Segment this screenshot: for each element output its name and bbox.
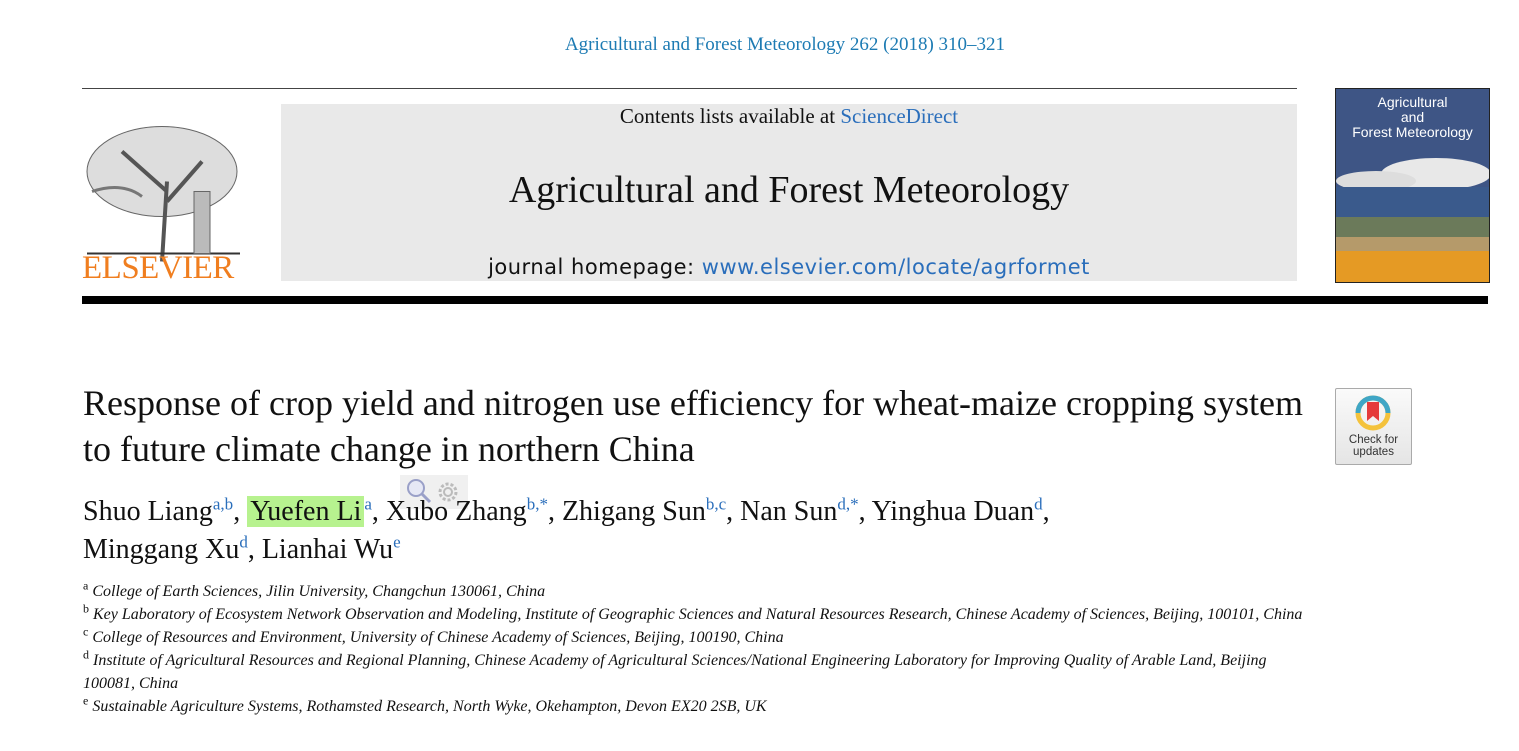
cover-line: Agricultural [1377, 94, 1448, 110]
elsevier-tree-logo [86, 126, 240, 262]
contents-prefix: Contents lists available at [619, 104, 836, 128]
article-title: Response of crop yield and nitrogen use … [83, 383, 1303, 469]
affiliation-text: Institute of Agricultural Resources and … [83, 652, 1267, 692]
crossmark-icon [1355, 395, 1391, 431]
affiliation-ref[interactable]: d, [837, 494, 851, 514]
affiliation-key: b [83, 601, 89, 616]
corresponding-author-mark[interactable]: * [539, 494, 548, 514]
affiliation-ref[interactable]: b,c [705, 494, 727, 514]
journal-citation[interactable]: Agricultural and Forest Meteorology 262 … [564, 34, 1006, 55]
elsevier-wordmark: ELSEVIER [82, 250, 234, 286]
homepage-link[interactable]: www.elsevier.com/locate/agrformet [701, 255, 1090, 279]
author-name[interactable]: Zhigang Sun [561, 496, 706, 527]
affiliation: c College of Resources and Environment, … [83, 626, 1313, 649]
author[interactable]: Yinghua Duand [872, 496, 1043, 527]
author-name[interactable]: Shuo Liang [83, 496, 213, 527]
author[interactable]: Shuo Lianga,b [83, 496, 233, 527]
affiliation-key: c [83, 624, 89, 639]
affiliation-text: College of Resources and Environment, Un… [92, 629, 784, 646]
affiliation-text: College of Earth Sciences, Jilin Univers… [92, 583, 546, 600]
journal-banner [281, 104, 1297, 281]
author-name-highlighted[interactable]: Yuefen Li [247, 496, 365, 527]
affiliation-ref[interactable]: d [239, 532, 248, 552]
affiliation-ref[interactable]: a [364, 494, 372, 514]
affiliations: a College of Earth Sciences, Jilin Unive… [83, 580, 1313, 718]
author[interactable]: Yuefen Li a [247, 496, 372, 527]
sciencedirect-link[interactable]: ScienceDirect [840, 104, 959, 128]
author[interactable]: Nan Sund,* [740, 496, 858, 527]
contents-line: Contents lists available at ScienceDirec… [281, 104, 1297, 129]
cover-title: Agricultural and Forest Meteorology [1336, 95, 1489, 140]
divider [82, 88, 1297, 89]
author[interactable]: Minggang Xud [83, 534, 248, 565]
lookup-toolbar [400, 475, 468, 509]
cover-line: and [1400, 109, 1425, 125]
author-name[interactable]: Lianhai Wu [261, 534, 394, 565]
affiliation-key: d [83, 647, 89, 662]
homepage-prefix: journal homepage: [488, 255, 695, 279]
header-rule [82, 296, 1488, 304]
affiliation-key: e [83, 693, 89, 708]
journal-title: Agricultural and Forest Meteorology [508, 169, 1070, 211]
affiliation: d Institute of Agricultural Resources an… [83, 649, 1313, 695]
gear-icon [438, 482, 458, 502]
affiliation: e Sustainable Agriculture Systems, Rotha… [83, 695, 1313, 718]
toolbar-icons [407, 479, 458, 504]
check-for-updates-button[interactable]: Check for updates [1335, 388, 1412, 465]
affiliation-text: Key Laboratory of Ecosystem Network Obse… [93, 606, 1303, 623]
cover-image [1336, 89, 1489, 282]
author[interactable]: Zhigang Sunb,c [562, 496, 726, 527]
affiliation: a College of Earth Sciences, Jilin Unive… [83, 580, 1313, 603]
affiliation: b Key Laboratory of Ecosystem Network Ob… [83, 603, 1313, 626]
affiliation-ref[interactable]: a,b [212, 494, 234, 514]
author-name[interactable]: Xubo Zhang [385, 496, 527, 527]
badge-line: updates [1353, 446, 1394, 458]
corresponding-author-mark[interactable]: * [850, 494, 859, 514]
homepage-line: journal homepage: www.elsevier.com/locat… [281, 255, 1297, 279]
cover-line: Forest Meteorology [1352, 124, 1473, 140]
affiliation-ref[interactable]: d [1034, 494, 1043, 514]
author-list: Shuo Lianga,b, Yuefen Li a, Xubo Zhangb,*… [83, 494, 1050, 565]
magnifier-icon [407, 479, 432, 504]
affiliation-key: a [83, 578, 89, 593]
author[interactable]: Lianhai Wue [262, 534, 401, 565]
badge-line: Check for [1348, 434, 1399, 446]
affiliation-text: Sustainable Agriculture Systems, Rothams… [92, 698, 767, 715]
author-name[interactable]: Minggang Xu [83, 534, 240, 565]
journal-cover[interactable]: Agricultural and Forest Meteorology [1335, 88, 1490, 283]
affiliation-ref[interactable]: b, [526, 494, 540, 514]
author-name[interactable]: Yinghua Duan [871, 496, 1035, 527]
author-name[interactable]: Nan Sun [740, 496, 838, 527]
author[interactable]: Xubo Zhangb,* [386, 496, 548, 527]
affiliation-ref[interactable]: e [393, 532, 401, 552]
